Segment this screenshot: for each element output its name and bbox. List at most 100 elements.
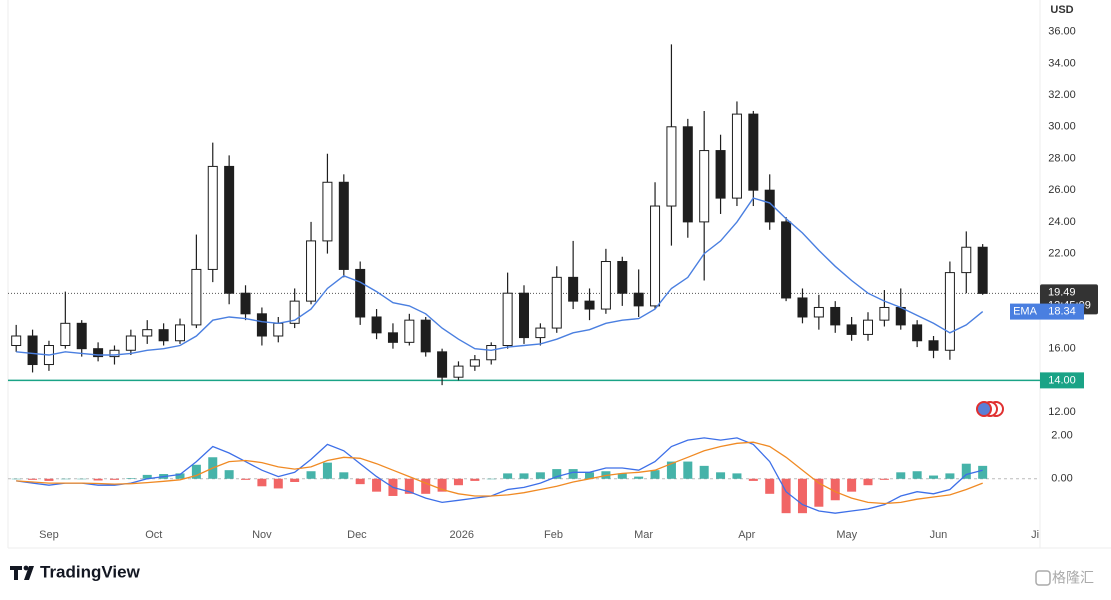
macd-bar xyxy=(634,476,644,479)
macd-bar xyxy=(552,469,562,479)
macd-tick-label: 0.00 xyxy=(1051,473,1072,485)
y-tick-label: 34.00 xyxy=(1048,57,1076,69)
x-tick-label: Feb xyxy=(544,529,563,541)
ema-line xyxy=(16,197,984,356)
macd-bar xyxy=(191,464,201,479)
level-label-box xyxy=(1040,372,1084,389)
macd-bar xyxy=(945,473,955,479)
currency: USD xyxy=(1050,4,1073,16)
candle-body xyxy=(879,306,890,321)
x-tick-label: Dec xyxy=(347,529,367,541)
candle-body xyxy=(699,150,710,223)
x-tick-label: 2026 xyxy=(450,529,474,541)
ema-label-box xyxy=(1010,303,1040,320)
candle-body xyxy=(650,205,661,307)
candle-body xyxy=(338,181,349,270)
macd-bar xyxy=(535,472,545,479)
candle-body xyxy=(404,319,415,343)
macd-bar xyxy=(421,478,431,494)
macd-bar xyxy=(60,478,70,480)
macd-bar xyxy=(879,478,889,480)
ema-name: EMA xyxy=(1013,305,1038,317)
x-tick-label: Oct xyxy=(145,529,162,541)
candle-body xyxy=(27,335,38,366)
candle-body xyxy=(289,300,300,324)
macd-bar xyxy=(290,478,300,482)
macd-bar xyxy=(241,478,251,480)
y-tick-label: 16.00 xyxy=(1048,343,1076,355)
signal-line xyxy=(16,441,983,505)
candle-body xyxy=(420,319,431,353)
macd-bar xyxy=(519,473,529,479)
y-tick-label: 32.00 xyxy=(1048,89,1076,101)
candle-body xyxy=(142,329,153,337)
candle-body xyxy=(748,113,759,191)
candle-body xyxy=(158,329,169,342)
macd-bar xyxy=(961,463,971,479)
macd-bar xyxy=(847,478,857,492)
candle-body xyxy=(666,126,677,207)
candle-body xyxy=(551,276,562,329)
macd-bar xyxy=(797,478,807,514)
candle-body xyxy=(830,306,841,326)
ema-value-box xyxy=(1040,303,1084,320)
macd-bar xyxy=(765,478,775,494)
candle-body xyxy=(224,165,235,294)
candle-body xyxy=(355,268,366,318)
candle-body xyxy=(60,322,71,347)
candle-body xyxy=(207,165,218,270)
candle-body xyxy=(584,300,595,310)
candle-body xyxy=(568,276,579,302)
candle-body xyxy=(764,189,775,223)
x-tick-label: Sep xyxy=(39,529,59,541)
candle-body xyxy=(486,345,497,361)
candle-body xyxy=(109,349,120,358)
macd-bar xyxy=(322,462,332,479)
ema-value-label: 18.34 xyxy=(1048,305,1076,317)
candle-body xyxy=(387,332,398,343)
macd-bar xyxy=(568,469,578,479)
y-tick-label: 28.00 xyxy=(1048,152,1076,164)
level-label: 14.00 xyxy=(1048,374,1076,386)
candle-body xyxy=(846,324,857,335)
y-tick-label: 24.00 xyxy=(1048,216,1076,228)
x-tick-label: Nov xyxy=(252,529,272,541)
last-price-label: 19.49 xyxy=(1048,286,1076,298)
macd-bar xyxy=(470,478,480,481)
macd-bar xyxy=(437,478,447,492)
macd-bar xyxy=(814,478,824,507)
macd-bar xyxy=(748,478,758,481)
macd-bar xyxy=(77,478,87,480)
candle-body xyxy=(961,246,972,274)
macd-bar xyxy=(273,478,283,489)
candle-body xyxy=(977,246,988,294)
candle-body xyxy=(600,261,611,310)
candle-body xyxy=(813,306,824,318)
candle-body xyxy=(633,292,644,307)
candle-body xyxy=(862,319,874,335)
macd-bar xyxy=(224,470,234,479)
macd-bar xyxy=(339,472,349,479)
candle-body xyxy=(11,335,22,347)
macd-bar xyxy=(355,478,365,485)
macd-bar xyxy=(11,478,21,480)
y-tick-label: 36.00 xyxy=(1048,26,1076,38)
candle-body xyxy=(125,335,136,351)
candle-body xyxy=(715,150,726,199)
y-tick-label: 22.00 xyxy=(1048,247,1076,259)
candle-body xyxy=(256,313,267,337)
macd-bar xyxy=(716,472,726,479)
macd-bar xyxy=(372,478,382,492)
macd-bar xyxy=(306,471,316,479)
macd-bar xyxy=(830,478,840,501)
macd-line xyxy=(16,437,983,514)
candle-body xyxy=(174,324,186,342)
x-tick-label: May xyxy=(836,529,857,541)
macd-bar xyxy=(453,478,463,486)
macd-bar xyxy=(126,478,136,479)
macd-bar xyxy=(617,473,627,479)
macd-bar xyxy=(109,478,119,480)
candle-body xyxy=(535,327,546,339)
candle-body xyxy=(273,322,284,337)
